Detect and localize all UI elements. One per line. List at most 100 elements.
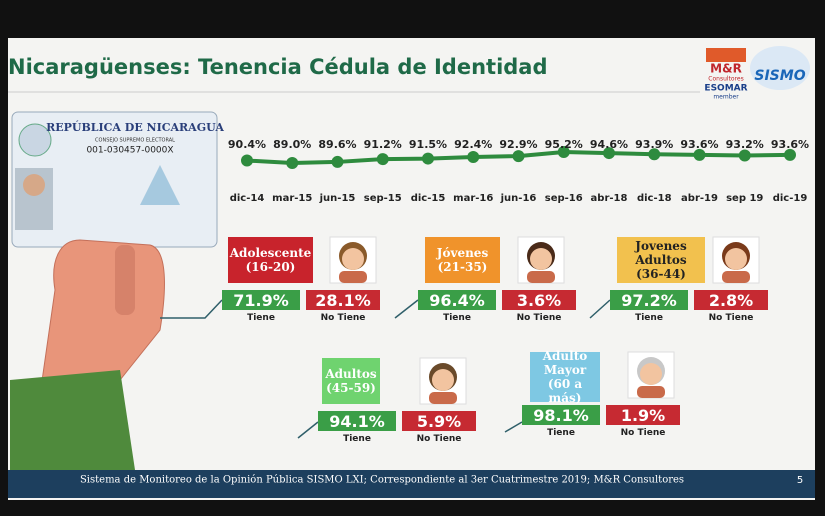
logo-sub: Consultores <box>708 76 743 83</box>
card-country: REPÚBLICA DE NICARAGUA <box>46 120 224 134</box>
hand <box>10 239 165 470</box>
group-label-line: Jóvenes <box>436 246 489 260</box>
avatar-body <box>527 271 555 283</box>
group-label-line: Jovenes <box>635 239 687 253</box>
point <box>603 147 615 160</box>
x-tick-label: jun-15 <box>319 193 356 204</box>
no-tiene-value: 28.1% <box>306 290 380 310</box>
point <box>648 148 661 161</box>
point <box>693 148 706 161</box>
point <box>241 154 253 167</box>
group-label: Adulto Mayor (60 a más) <box>530 349 600 405</box>
x-tick-label: sep-15 <box>364 193 402 204</box>
tiene-label: Tiene <box>443 313 471 323</box>
x-tick-label: mar-16 <box>453 193 493 204</box>
group-label-line: Adulto <box>542 349 588 363</box>
x-tick-label: jun-16 <box>500 193 537 204</box>
value-label: 94.6% <box>590 138 628 151</box>
logos: M&R Consultores ESOMAR member SISMO <box>704 46 810 101</box>
card-number: 001-030457-0000X <box>86 146 173 156</box>
connectors <box>160 299 611 439</box>
point <box>422 152 434 165</box>
page-number: 5 <box>797 475 803 486</box>
avatar-face <box>725 248 747 270</box>
tiene-label: Tiene <box>247 313 275 323</box>
avatar-face <box>530 248 552 270</box>
title: Nicaragüenses: Tenencia Cédula de Identi… <box>8 55 548 79</box>
point <box>467 150 480 163</box>
group-label-line: Mayor <box>543 363 587 377</box>
no-tiene-label: No Tiene <box>320 313 366 323</box>
tiene-label: Tiene <box>343 434 371 444</box>
no-tiene-value: 2.8% <box>694 290 768 310</box>
no-tiene-label: No Tiene <box>708 313 754 323</box>
value-label: 93.9% <box>635 138 673 151</box>
value-label: 93.6% <box>680 138 718 151</box>
group-label-line: (36-44) <box>636 267 686 281</box>
avatar-body <box>339 271 367 283</box>
value-label: 93.2% <box>726 138 764 151</box>
card-issuer: CONSEJO SUPREMO ELECTORAL <box>95 138 175 144</box>
point <box>512 150 525 163</box>
tiene-label: Tiene <box>635 313 663 323</box>
logo-member: member <box>713 94 739 101</box>
avatar-face <box>342 248 364 270</box>
tiene-value: 94.1% <box>318 411 396 431</box>
x-tick-label: sep-16 <box>545 193 583 204</box>
group-label-line: (45-59) <box>326 381 376 395</box>
group-label-line: Adultos <box>635 253 687 267</box>
point <box>557 146 570 158</box>
logo-primary: M&R <box>710 62 742 76</box>
avatar-body <box>637 386 665 398</box>
x-tick-label: dic-15 <box>411 193 446 204</box>
avatar-face <box>432 369 454 391</box>
group-label-line: Adultos <box>325 367 377 381</box>
group-label: Jóvenes (21-35) <box>425 237 500 283</box>
value-label: 89.6% <box>318 138 356 151</box>
id-card: REPÚBLICA DE NICARAGUA CONSEJO SUPREMO E… <box>11 111 224 248</box>
group-label-line: (16-20) <box>245 260 296 274</box>
x-tick-label: dic-14 <box>230 193 265 204</box>
value-label: 92.9% <box>499 138 537 151</box>
group-label-line: (60 a más) <box>547 377 583 405</box>
point <box>738 149 751 162</box>
value-label: 95.2% <box>545 138 583 151</box>
no-tiene-value: 1.9% <box>606 405 680 425</box>
value-label: 93.6% <box>771 138 809 151</box>
point <box>331 155 344 168</box>
value-label: 91.2% <box>364 138 402 151</box>
avatar-face <box>640 363 662 385</box>
no-tiene-value: 5.9% <box>402 411 476 431</box>
x-tick-label: abr-18 <box>591 193 628 204</box>
point <box>784 148 796 161</box>
logo-esomar: ESOMAR <box>704 84 747 94</box>
x-tick-label: abr-19 <box>681 193 718 204</box>
group-label: Jovenes Adultos (36-44) <box>617 237 705 283</box>
footer-bar <box>8 470 815 498</box>
value-label: 91.5% <box>409 138 447 151</box>
x-tick-label: dic-18 <box>637 193 672 204</box>
tiene-label: Tiene <box>547 428 575 438</box>
footer-text: Sistema de Monitoreo de la Opinión Públi… <box>80 475 684 486</box>
x-tick-label: dic-19 <box>773 193 808 204</box>
tiene-value: 97.2% <box>610 290 688 310</box>
point <box>376 153 389 166</box>
no-tiene-label: No Tiene <box>516 313 562 323</box>
x-tick-label: sep 19 <box>726 193 763 204</box>
avatar-body <box>429 392 457 404</box>
x-tick-label: mar-15 <box>272 193 312 204</box>
group-label: Adultos (45-59) <box>322 358 380 404</box>
no-tiene-value: 3.6% <box>502 290 576 310</box>
tiene-value: 71.9% <box>222 290 300 310</box>
tiene-value: 98.1% <box>522 405 600 425</box>
no-tiene-label: No Tiene <box>416 434 462 444</box>
group-label-line: Adolescente <box>229 246 312 260</box>
tiene-value: 96.4% <box>418 290 496 310</box>
group-label-line: (21-35) <box>437 260 488 274</box>
group-label: Adolescente (16-20) <box>228 237 313 283</box>
logo-sismo: SISMO <box>754 68 805 84</box>
value-label: 89.0% <box>273 138 311 151</box>
point <box>286 157 299 169</box>
